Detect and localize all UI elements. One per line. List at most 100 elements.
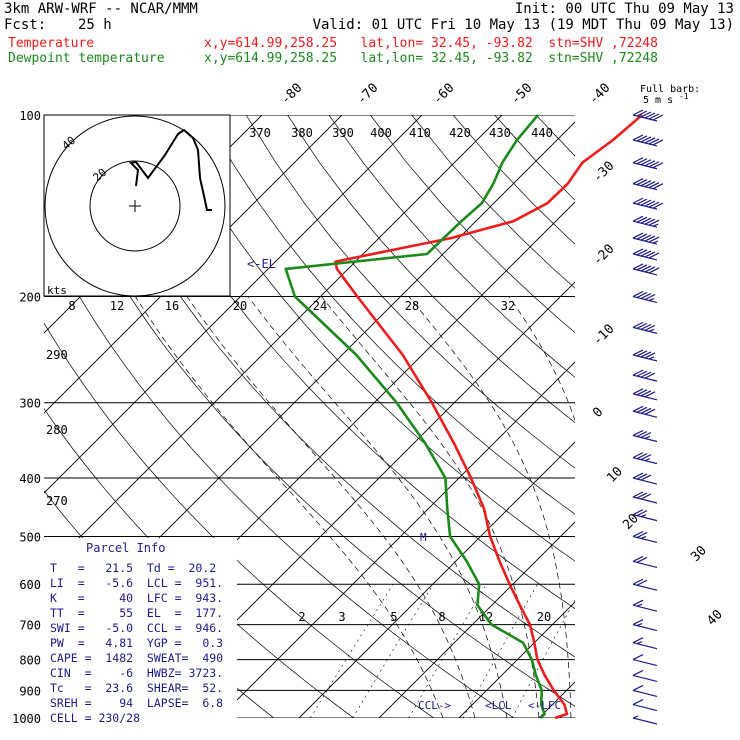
- wind-barb-flag: [640, 292, 652, 300]
- mixing-ratio-low-label: 3: [338, 610, 345, 624]
- wind-barb: [632, 509, 658, 522]
- wind-barb-flag: [652, 183, 664, 190]
- wind-barb-flag: [640, 390, 652, 397]
- wind-barb: [632, 619, 658, 632]
- wind-barb-half: [652, 223, 659, 227]
- wind-barb-flag: [636, 198, 648, 205]
- parcel-row: LI = -5.6 LCL = 951.: [50, 576, 223, 590]
- wind-barb-half: [652, 240, 659, 244]
- theta-left-label: 270: [46, 494, 68, 508]
- pressure-tick-label: 700: [19, 619, 41, 633]
- wind-barb-flag: [632, 388, 644, 395]
- wind-barb: [632, 388, 658, 401]
- parcel-row: TT = 55 EL = 177.: [50, 606, 223, 620]
- isotherm-top-label: -50: [508, 81, 535, 108]
- wind-barb-flag: [632, 248, 644, 255]
- mixing-ratio-line: [462, 584, 538, 718]
- wind-barb-flag: [644, 218, 656, 225]
- isotherm-right-label: 0: [590, 405, 606, 421]
- wind-barb-half: [648, 356, 655, 360]
- wind-barb-flag: [640, 111, 652, 118]
- wind-barb-flag: [648, 236, 660, 243]
- wind-barb-half: [644, 458, 651, 462]
- isotherm-top-label: -80: [278, 81, 305, 108]
- dry-adiabat: [535, 115, 575, 157]
- wind-barb-staff: [632, 496, 658, 504]
- parcel-row: SREH = 94 LAPSE= 6.8: [50, 696, 223, 710]
- wind-barb-flag: [640, 265, 652, 272]
- wind-barb-flag: [644, 408, 656, 415]
- wind-barb: [632, 654, 658, 667]
- wind-barb-half: [636, 623, 643, 627]
- wind-barb-flag: [636, 216, 648, 223]
- wind-barb-flag: [644, 137, 656, 144]
- wind-barb-flag: [640, 250, 652, 257]
- parcel-info-box: Parcel Info T = 21.5 Td = 20.2LI = -5.6 L…: [44, 538, 237, 725]
- theta-top-label: 380: [291, 126, 313, 140]
- isotherm-top-label: -70: [354, 81, 381, 108]
- wind-barb-flag: [640, 431, 652, 439]
- wind-barb-flag: [636, 370, 648, 377]
- wind-barb-flag: [636, 579, 648, 586]
- theta-top-label: 370: [249, 126, 271, 140]
- pressure-tick-label: 100: [19, 109, 41, 123]
- isotherm-right-label: -30: [590, 159, 617, 186]
- wind-barb-flag: [632, 232, 644, 239]
- wind-barb-flag: [652, 162, 664, 169]
- mixing-ratio-low-label: 2: [298, 610, 305, 624]
- wind-barb: [632, 669, 658, 683]
- forecast-hours: 25 h: [78, 17, 112, 33]
- wind-barb: [632, 637, 658, 650]
- wind-barb-flag: [632, 637, 644, 644]
- wind-barb-flag: [632, 349, 644, 356]
- mixing-ratio-label: 32: [501, 299, 515, 313]
- dry-adiabat: [287, 115, 575, 423]
- wind-barb-staff: [632, 583, 658, 591]
- theta-top-label: 430: [489, 126, 511, 140]
- wind-barb-flag: [632, 452, 644, 459]
- wind-barb-flag: [632, 290, 644, 298]
- wind-barb-flag: [640, 407, 652, 414]
- wind-barb-flag: [632, 669, 644, 676]
- isotherm-top-label: -40: [586, 81, 613, 108]
- moist-adiabat: [247, 296, 508, 718]
- pressure-tick-label: 600: [19, 578, 41, 592]
- isotherm: [378, 521, 575, 718]
- wind-barb-flag: [632, 599, 644, 606]
- wind-barb-flag: [648, 201, 660, 208]
- wind-barb-staff: [632, 624, 658, 632]
- wind-barb-flag: [648, 138, 660, 145]
- isotherm-top-label: -60: [430, 81, 457, 108]
- wind-barb-flag: [636, 389, 648, 396]
- barb-legend: -1: [679, 92, 689, 101]
- mixing-ratio-label: 16: [165, 299, 179, 313]
- wind-barb-flag: [644, 352, 656, 359]
- dry-adiabat: [619, 115, 740, 718]
- parcel-row: PW = 4.81 YGP = 0.3: [50, 636, 223, 650]
- wind-barb-flag: [640, 454, 652, 461]
- dry-adiabat: [44, 126, 575, 707]
- wind-barb-flag: [632, 178, 644, 185]
- wind-barb-flag: [644, 372, 656, 379]
- wind-barb-flag: [648, 252, 660, 259]
- parcel-bg: [44, 538, 237, 718]
- dry-adiabat: [660, 115, 740, 718]
- wind-barb-half: [636, 641, 643, 645]
- wind-barb-staff: [632, 642, 658, 650]
- wind-barb-flag: [652, 202, 664, 209]
- theta-left-label: 290: [46, 348, 68, 362]
- dry-adiabat: [245, 115, 575, 469]
- wind-barb-flag: [640, 136, 652, 143]
- wind-barb-flag: [644, 235, 656, 242]
- wind-barb: [632, 134, 664, 147]
- wind-barb-staff: [632, 689, 658, 697]
- moist-adiabat: [508, 296, 575, 422]
- pressure-tick-label: 900: [19, 684, 41, 698]
- dry-adiabat: [44, 322, 435, 718]
- wind-barb-flag: [636, 492, 648, 499]
- mixing-ratio-label: 24: [313, 299, 327, 313]
- wind-barb: [632, 109, 664, 122]
- wind-barb: [632, 555, 658, 569]
- hodograph-trace: [128, 128, 212, 211]
- wind-barb-staff: [632, 674, 658, 683]
